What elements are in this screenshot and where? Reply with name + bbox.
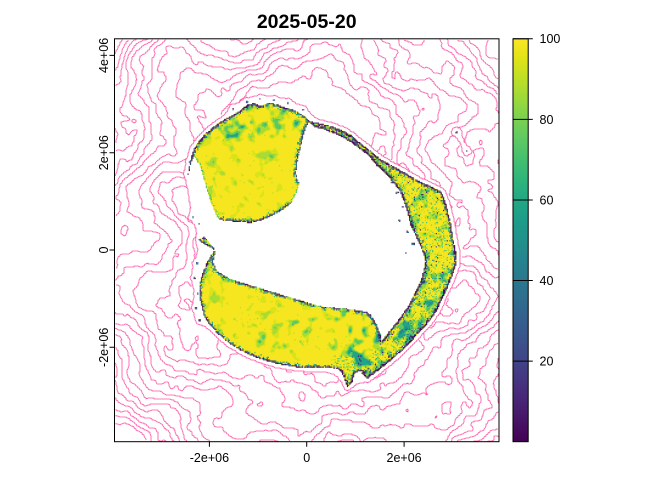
svg-text:40: 40: [540, 274, 554, 288]
svg-text:100: 100: [540, 32, 561, 46]
svg-text:0: 0: [97, 246, 111, 253]
svg-text:60: 60: [540, 193, 554, 207]
svg-text:80: 80: [540, 113, 554, 127]
svg-text:-2e+06: -2e+06: [190, 451, 229, 465]
svg-text:2e+06: 2e+06: [387, 451, 422, 465]
svg-text:-2e+06: -2e+06: [97, 328, 111, 367]
svg-text:4e+06: 4e+06: [97, 38, 111, 73]
svg-text:0: 0: [303, 451, 310, 465]
svg-text:20: 20: [540, 355, 554, 369]
svg-text:2e+06: 2e+06: [97, 135, 111, 170]
svg-text:2025-05-20: 2025-05-20: [257, 11, 357, 33]
